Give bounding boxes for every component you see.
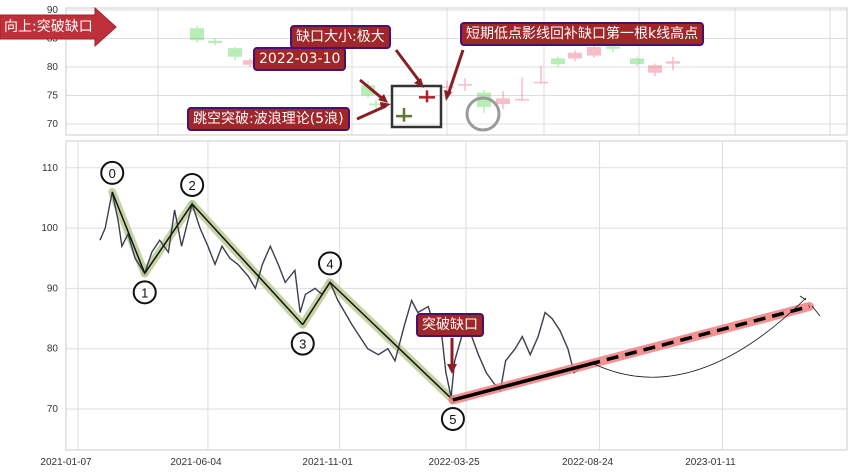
projection-solid <box>452 362 589 402</box>
arrow-head <box>444 90 452 101</box>
bottom-panel-grid: 110 100 90 80 70 2021-01-07 2021-06-04 2021-11-… <box>40 141 847 468</box>
candle <box>515 77 529 102</box>
wave-label-1: 1 <box>132 280 157 305</box>
fill-note-annotation: 短期低点影线回补缺口第一根k线高点 <box>460 22 705 46</box>
svg-text:3: 3 <box>299 337 306 352</box>
wave-label-2: 2 <box>180 172 205 197</box>
candle <box>648 63 662 77</box>
wave-segment <box>329 281 454 401</box>
candle <box>551 56 565 67</box>
annotation-arrows <box>356 49 465 374</box>
wave-segment <box>191 203 304 326</box>
fill-candle-circle <box>465 96 501 132</box>
svg-text:1: 1 <box>141 285 148 300</box>
arrow-head <box>414 78 424 88</box>
bottom-panel-frame <box>65 140 848 451</box>
y-tick-label: 90 <box>47 283 59 294</box>
wave-labels: 0 1 2 3 4 5 <box>100 160 465 431</box>
candle <box>369 100 383 109</box>
x-tick-label: 2023-01-11 <box>685 457 736 468</box>
candle <box>243 58 257 67</box>
top-panel-grid: 9085807570 <box>47 5 847 135</box>
projection-arc <box>589 297 807 378</box>
candle <box>666 56 680 71</box>
svg-text:4: 4 <box>326 256 333 271</box>
x-tick-label: 2021-06-04 <box>170 457 222 468</box>
x-tick-label: 2022-08-24 <box>562 457 614 468</box>
y-tick-label: 80 <box>47 344 59 355</box>
x-tick-label: 2021-11-01 <box>302 457 353 468</box>
arrow-gap-size <box>394 49 422 83</box>
y-tick-label: 100 <box>41 223 58 234</box>
y-tick-label: 80 <box>47 62 59 73</box>
y-tick-label: 70 <box>47 119 59 130</box>
candle <box>458 78 472 91</box>
y-tick-label: 110 <box>42 163 58 174</box>
arc-end-ticks <box>799 295 821 317</box>
gap-size-annotation: 缺口大小:极大 <box>290 25 391 49</box>
y-tick-label: 75 <box>47 91 59 102</box>
wave-lines <box>111 191 454 401</box>
arrow-head <box>378 94 388 103</box>
candle <box>396 108 412 122</box>
wave-highlight <box>108 187 457 404</box>
projection-dashed <box>587 304 810 367</box>
wave-label-5: 5 <box>440 406 465 431</box>
candle <box>534 65 548 85</box>
arrow-fill-note <box>446 49 465 96</box>
top-panel-frame <box>65 7 848 136</box>
breakout-annotation: 跳空突破:波浪理论(5浪) <box>187 107 350 131</box>
y-tick-label: 90 <box>47 5 59 16</box>
top-panel-candles <box>190 25 680 122</box>
candle <box>190 25 204 43</box>
direction-label: 向上:突破缺口 <box>4 19 93 35</box>
wave-segment <box>111 191 146 274</box>
wave-segment <box>144 203 193 274</box>
gap-highlight-box <box>390 84 443 129</box>
svg-text:0: 0 <box>109 166 116 181</box>
gap-label-annotation: 突破缺口 <box>416 313 484 337</box>
x-tick-label: 2022-03-25 <box>428 457 480 468</box>
candle <box>208 38 222 46</box>
candle <box>361 81 375 98</box>
arrow-gap-date <box>359 78 384 101</box>
candle <box>568 50 582 62</box>
wave-label-3: 3 <box>290 331 315 356</box>
wave-label-4: 4 <box>317 251 342 276</box>
y-tick-label: 70 <box>47 404 59 415</box>
wave-label-0: 0 <box>100 160 125 185</box>
wave-segment <box>302 281 331 325</box>
svg-text:2: 2 <box>189 178 196 193</box>
candle <box>630 56 644 66</box>
direction-arrow-shape <box>0 6 117 48</box>
candle <box>477 89 491 113</box>
candle <box>496 90 510 110</box>
projection <box>448 295 821 405</box>
candle <box>587 44 601 58</box>
candle <box>419 90 435 103</box>
x-tick-label: 2021-01-07 <box>40 457 92 468</box>
svg-text:5: 5 <box>449 412 456 427</box>
candle <box>228 47 242 61</box>
arrow-head <box>380 102 391 110</box>
gap-date-annotation: 2022-03-10 <box>253 47 347 71</box>
arrow-head <box>447 364 457 374</box>
